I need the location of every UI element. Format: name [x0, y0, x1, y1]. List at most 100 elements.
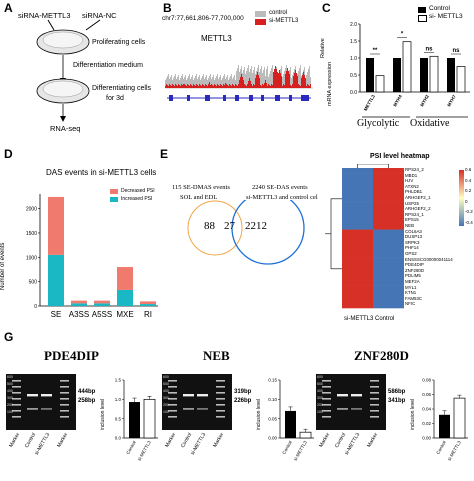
incl-y-tick-label: 0.0 — [115, 436, 122, 441]
si-coverage-bar — [208, 84, 209, 88]
incl-ylabel: inclusion level — [256, 398, 262, 430]
legend-control-label-c: Control — [429, 5, 450, 12]
ladder-size-label: 200 — [317, 403, 323, 407]
ladder-band — [60, 404, 69, 406]
heatmap-colorbar — [459, 170, 464, 226]
control-coverage-bar — [244, 67, 245, 88]
si-coverage-bar — [189, 86, 190, 88]
inclusion-bar-chart: 0.00 0.05 0.10 0.15 Control si-METTL3 — [268, 378, 314, 462]
heatmap-cell-control — [373, 207, 404, 214]
sample-band-lower — [197, 408, 208, 410]
si-coverage-bar — [226, 84, 227, 88]
si-coverage-bar — [282, 86, 283, 88]
control-coverage-bar — [223, 76, 224, 88]
ladder-band — [216, 404, 225, 406]
sirna-mettl3-label: siRNA-METTL3 — [18, 11, 71, 20]
ladder-band — [216, 398, 225, 400]
control-coverage-bar — [165, 80, 166, 88]
si-coverage-bar — [260, 85, 261, 88]
gel-bands — [168, 380, 225, 418]
si-coverage-bar — [193, 84, 194, 88]
si-coverage-bar — [216, 86, 217, 88]
venn-right-title-2: si-METTL3 and control cell — [246, 194, 320, 201]
control-coverage-bar — [179, 80, 180, 88]
control-coverage-bar — [306, 75, 307, 88]
incl-bar-si — [299, 431, 312, 439]
si-coverage-bar — [249, 78, 250, 88]
sample-band-lower — [183, 408, 194, 410]
gel-image — [162, 374, 232, 430]
control-coverage-bar — [220, 75, 221, 88]
si-coverage-bar — [184, 84, 185, 88]
heatmap-cell-control — [373, 196, 404, 202]
si-coverage-bar — [198, 86, 199, 88]
ladder-band — [168, 416, 177, 418]
d-bar-decreased — [94, 300, 110, 304]
c-x-tick-label: MYH2 — [419, 94, 430, 108]
si-coverage-bar — [178, 84, 179, 88]
si-coverage-bar — [310, 84, 311, 88]
si-coverage-bar — [287, 68, 288, 88]
ladder-size-label: 600 — [7, 375, 13, 379]
control-coverage-bar — [230, 76, 231, 88]
ladder-band — [60, 380, 69, 382]
si-coverage-bar — [207, 86, 208, 88]
si-coverage-bar — [209, 82, 210, 88]
incl-y-tick-label: 1.5 — [115, 378, 122, 383]
si-coverage-bar — [195, 86, 196, 88]
heatmap-cell-si — [342, 302, 373, 309]
control-coverage-bar — [261, 66, 262, 88]
si-coverage-bar — [256, 75, 257, 88]
si-coverage-bar — [232, 84, 233, 88]
ladder-size-label: 200 — [7, 403, 13, 407]
incl-y-tick-label: 0.00 — [268, 436, 277, 441]
si-coverage-bar — [169, 84, 170, 88]
control-coverage-bar — [247, 68, 248, 88]
si-coverage-bar — [233, 85, 234, 88]
control-coverage-bar — [300, 65, 301, 88]
si-coverage-bar — [270, 86, 271, 88]
si-coverage-bar — [274, 69, 275, 88]
gel-lane-label: Marker — [56, 432, 70, 449]
si-coverage-bar — [237, 86, 238, 88]
control-coverage-bar — [203, 74, 204, 88]
ladder-band — [322, 416, 331, 418]
si-coverage-bar — [227, 85, 228, 88]
heatmap-cell-si — [342, 263, 373, 270]
c-y-tick-label: 0.5 — [350, 73, 357, 79]
si-coverage-bar — [275, 66, 276, 88]
diff-medium-label: Differentiation medium — [73, 62, 143, 69]
incl-bar-control — [129, 402, 140, 438]
si-coverage-bar — [305, 78, 306, 88]
si-coverage-bar — [229, 84, 230, 88]
ladder-band — [12, 404, 21, 406]
incl-y-tick-label: 0.10 — [268, 397, 277, 402]
gene-exon — [275, 95, 280, 101]
d-y-tick-label: 1500 — [26, 231, 37, 237]
sample-band-upper — [351, 394, 362, 397]
si-coverage-bar — [262, 84, 263, 88]
heatmap-gene-label: ARHGEF2_2 — [405, 206, 431, 212]
heatmap-cell-si — [342, 207, 373, 214]
si-coverage-bar — [288, 71, 289, 88]
si-coverage-bar — [271, 84, 272, 88]
heatmap-cell-si — [342, 252, 373, 258]
incl-y-tick-label: 0.08 — [422, 378, 431, 383]
heatmap-cell-si — [342, 291, 373, 298]
heatmap-cell-control — [373, 184, 404, 191]
si-coverage-bar — [309, 86, 310, 88]
heatmap-cell-si — [342, 285, 373, 292]
workflow-graphics — [36, 19, 101, 122]
panel-label-c: C — [322, 1, 331, 15]
si-coverage-bar — [230, 85, 231, 88]
gene-exon — [223, 95, 226, 101]
si-coverage-bar — [289, 74, 290, 88]
c-sig-label: ns — [425, 46, 433, 52]
control-coverage-bar — [266, 69, 267, 88]
control-coverage-bar — [271, 68, 272, 88]
control-coverage-bar — [184, 77, 185, 88]
ladder-size-label: 100 — [163, 410, 169, 414]
control-coverage-bar — [194, 78, 195, 88]
control-coverage-bar — [168, 74, 169, 88]
heatmap-gene-label: ATXN2 — [405, 183, 419, 189]
